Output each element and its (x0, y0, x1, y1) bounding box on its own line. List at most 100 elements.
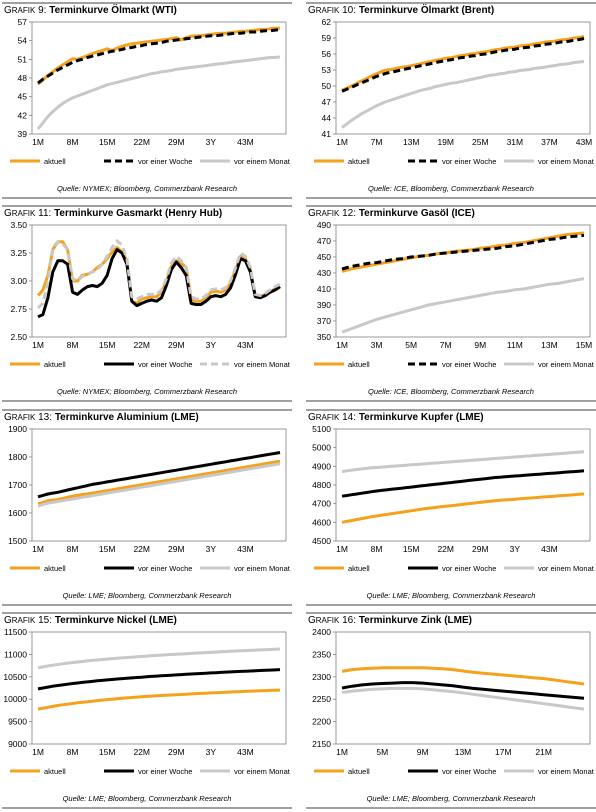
x-tick-label: 22M (133, 137, 150, 147)
title-prefix-rest: RAFIK (315, 209, 340, 218)
panel-bottom-rule (2, 400, 292, 402)
panel-bottom-rule (2, 604, 292, 606)
chart-title: GRAFIK 15: Terminkurve Nickel (LME) (4, 615, 177, 626)
x-tick-label: 43M (576, 137, 593, 147)
y-tick-label: 370 (317, 316, 331, 326)
series-line-2 (341, 277, 585, 334)
chart-title: GRAFIK 9: Terminkurve Ölmarkt (WTI) (4, 5, 177, 16)
x-tick-label: 8M (67, 747, 79, 757)
panel-bottom-rule (306, 400, 596, 402)
x-tick-label: 9M (474, 340, 486, 350)
x-tick-label: 13M (455, 747, 472, 757)
line-chart: 2.50 2.75 3.00 3.25 3.50 1M 8M 15M 22M 29M 3Y 43M ak… (10, 221, 291, 369)
x-tick-label: 29M (168, 340, 185, 350)
title-prefix-initial: G (308, 208, 316, 219)
series-line-1 (341, 233, 585, 271)
panel-bottom-rule (2, 197, 292, 199)
chart-title: GRAFIK 12: Terminkurve Gasöl (ICE) (308, 208, 475, 219)
line-chart: 39 42 45 48 51 54 57 1M 8M 15M 22M 29M 3Y 43M aktuell v… (10, 18, 291, 166)
x-tick-label: 15M (99, 747, 116, 757)
y-tick-label: 4700 (312, 499, 331, 509)
chart-source: Quelle: LME; Bloomberg, Commerzbank Rese… (62, 591, 232, 600)
y-tick-label: 42 (18, 110, 28, 120)
x-tick-label: 22M (133, 747, 150, 757)
x-tick-label: 31M (507, 137, 524, 147)
y-tick-label: 2200 (312, 717, 331, 727)
y-tick-label: 3.50 (10, 221, 27, 230)
series-line-0 (37, 688, 281, 711)
title-main: Terminkurve Ölmarkt (Brent) (358, 5, 495, 16)
x-tick-label: 29M (168, 747, 185, 757)
x-tick-label: 43M (237, 747, 254, 757)
x-tick-label: 13M (541, 340, 558, 350)
x-tick-label: 7M (371, 137, 383, 147)
title-main: Terminkurve Gasmarkt (Henry Hub) (54, 208, 223, 219)
legend-label: aktuell (348, 564, 370, 573)
x-tick-label: 19M (437, 137, 454, 147)
x-tick-label: 1M (336, 544, 348, 554)
legend-label: vor einem Monat (234, 360, 291, 369)
x-tick-label: 8M (67, 340, 79, 350)
y-tick-label: 4800 (312, 480, 331, 490)
x-tick-label: 43M (541, 544, 558, 554)
series-line-2 (341, 60, 585, 129)
x-tick-label: 1M (32, 747, 44, 757)
x-tick-label: 15M (99, 137, 116, 147)
title-prefix-initial: G (308, 412, 316, 423)
legend-label: aktuell (44, 360, 66, 369)
x-tick-label: 3Y (206, 747, 217, 757)
plot-frame (335, 428, 591, 542)
y-tick-label: 54 (18, 36, 28, 46)
legend-label: vor einer Woche (442, 157, 496, 166)
chart-source: Quelle: NYMEX; Bloomberg, Commerzbank Re… (56, 387, 238, 396)
line-chart: 2150 2200 2250 2300 2350 2400 1M 5M 9M 13M 17M 21M a… (312, 628, 595, 776)
x-tick-label: 1M (336, 747, 348, 757)
series-line-2 (341, 686, 585, 711)
series-line-1 (341, 681, 585, 700)
y-tick-label: 11000 (4, 649, 27, 659)
title-number: 9: (35, 5, 50, 16)
title-number: 10: (339, 5, 359, 16)
chart-panel-g11: GRAFIK 11: Terminkurve Gasmarkt (Henry H… (2, 205, 292, 405)
y-tick-label: 430 (317, 268, 331, 278)
y-tick-label: 3.25 (10, 248, 27, 258)
plot-frame (335, 224, 591, 338)
y-tick-label: 3.00 (10, 276, 27, 286)
panel-bottom-rule (2, 807, 292, 809)
x-tick-label: 17M (495, 747, 512, 757)
series-line-2 (37, 462, 281, 508)
x-tick-label: 37M (541, 137, 558, 147)
legend-label: vor einer Woche (138, 360, 192, 369)
legend-label: vor einer Woche (138, 157, 192, 166)
x-tick-label: 29M (168, 544, 185, 554)
x-tick-label: 1M (32, 544, 44, 554)
y-tick-label: 56 (322, 49, 332, 59)
legend-label: vor einer Woche (442, 360, 496, 369)
chart-source: Quelle: LME; Bloomberg, Commerzbank Rese… (366, 794, 536, 803)
y-tick-label: 39 (18, 129, 28, 139)
series-line-1 (37, 28, 281, 85)
x-tick-label: 43M (237, 340, 254, 350)
x-tick-label: 3Y (510, 544, 521, 554)
panel-top-rule (2, 2, 292, 4)
title-prefix-initial: G (4, 5, 12, 16)
x-tick-label: 15M (403, 544, 420, 554)
title-prefix-rest: RAFIK (11, 6, 36, 15)
y-tick-label: 350 (317, 332, 331, 342)
y-tick-label: 62 (322, 18, 332, 27)
x-tick-label: 21M (535, 747, 552, 757)
title-prefix-rest: RAFIK (11, 209, 36, 218)
legend-label: aktuell (348, 360, 370, 369)
title-number: 14: (339, 412, 359, 423)
title-prefix-rest: RAFIK (315, 413, 340, 422)
title-prefix-initial: G (4, 208, 12, 219)
line-chart: 350 370 390 410 430 450 470 490 1M 3M 5M 7M 9M 11M 13M… (314, 221, 595, 369)
title-main: Terminkurve Gasöl (ICE) (358, 208, 475, 219)
y-tick-label: 10000 (3, 694, 27, 704)
title-main: Terminkurve Ölmarkt (WTI) (49, 5, 177, 16)
x-tick-label: 43M (237, 137, 254, 147)
y-tick-label: 41 (322, 129, 332, 139)
chart-title: GRAFIK 10: Terminkurve Ölmarkt (Brent) (308, 5, 494, 16)
title-number: 16: (339, 615, 359, 626)
x-tick-label: 3Y (206, 544, 217, 554)
